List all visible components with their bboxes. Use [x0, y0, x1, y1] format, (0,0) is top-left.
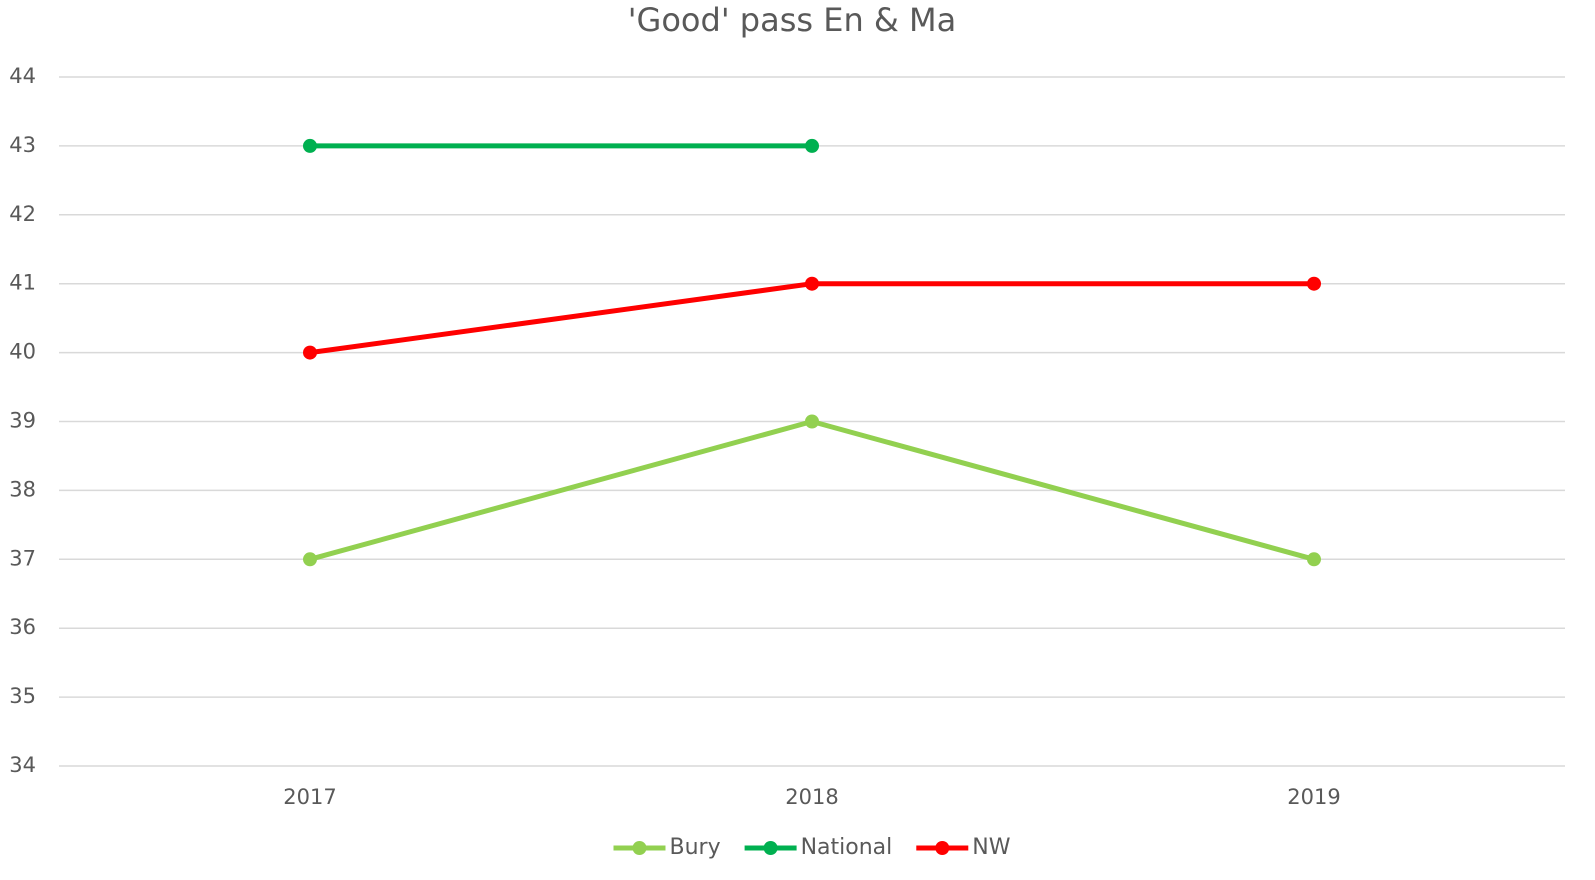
x-tick-label: 2017	[283, 785, 336, 809]
point	[303, 138, 317, 153]
y-tick-label: 37	[9, 546, 36, 570]
legend-label: Bury	[669, 835, 720, 860]
y-tick-label: 44	[9, 64, 36, 88]
legend: Bury National NW	[613, 835, 1011, 860]
y-tick-label: 38	[9, 477, 36, 501]
x-tick-label: 2018	[785, 785, 838, 809]
legend-marker	[763, 841, 778, 855]
y-tick-label: 34	[9, 753, 36, 777]
point	[1307, 552, 1321, 567]
series-line	[309, 281, 1314, 356]
y-tick-label: 35	[9, 684, 36, 708]
chart-title: 'Good' pass En & Ma	[628, 1, 956, 39]
y-tick-label: 39	[9, 409, 36, 433]
legend-label: NW	[972, 835, 1010, 860]
legend-marker	[935, 841, 950, 855]
y-tick-label: 41	[9, 271, 36, 295]
point	[805, 414, 819, 429]
y-tick-label: 40	[9, 340, 36, 364]
y-tick-label: 42	[9, 202, 36, 226]
point	[805, 276, 819, 291]
point	[1307, 276, 1321, 291]
point	[303, 345, 317, 360]
y-tick-label: 36	[9, 615, 36, 639]
point	[303, 552, 317, 567]
x-tick-label: 2019	[1287, 785, 1340, 809]
legend-label: National	[801, 835, 893, 860]
y-tick-label: 43	[9, 133, 36, 157]
point	[805, 138, 819, 153]
legend-marker	[632, 841, 647, 855]
